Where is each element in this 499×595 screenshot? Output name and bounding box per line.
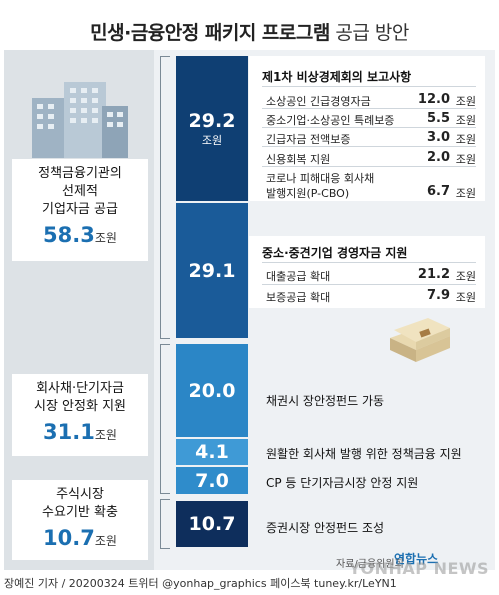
label-policy-finance: 원활한 회사채 발행 위한 정책금융 지원 bbox=[266, 447, 462, 461]
source-credit: 자료/금융위원회 bbox=[336, 559, 404, 570]
item-unit: 조원 bbox=[455, 153, 476, 166]
bar-value-label: 10.7 bbox=[188, 513, 236, 535]
bar-5: 7.0 bbox=[176, 467, 248, 494]
divider bbox=[262, 262, 476, 263]
publisher-logo: 연합뉴스 bbox=[394, 552, 439, 566]
group-total-value: 10.7 bbox=[43, 526, 95, 550]
group-total-unit: 조원 bbox=[94, 534, 117, 548]
infographic: 민생·금융안정 패키지 프로그램 공급 방안 정책금융기관의 선제적 기업자금 … bbox=[4, 4, 495, 578]
group-total-unit: 조원 bbox=[94, 231, 117, 245]
item-label: 코로나 피해대응 회사채 bbox=[266, 172, 375, 185]
bar-value-label: 29.1 bbox=[188, 259, 236, 282]
footer-credit: 장예진 기자 / 20200324 트위터 @yonhap_graphics 페… bbox=[4, 577, 397, 590]
divider bbox=[262, 127, 476, 128]
divider bbox=[262, 86, 476, 87]
item-value: 7.9 bbox=[426, 288, 450, 303]
group-total-value: 31.1 bbox=[43, 420, 95, 444]
item-unit: 조원 bbox=[455, 133, 476, 146]
group-box-bond-market: 회사채·단기자금 시장 안정화 지원 31.1조원 bbox=[12, 374, 148, 456]
group-total: 31.1조원 bbox=[12, 420, 148, 444]
divider bbox=[262, 146, 476, 147]
group-label-line: 정책금융기관의 bbox=[38, 166, 122, 181]
item-unit: 조원 bbox=[455, 187, 476, 200]
bar-6: 10.7 bbox=[176, 501, 248, 547]
title-main: 민생·금융안정 패키지 프로그램 bbox=[90, 22, 330, 44]
divider bbox=[262, 108, 476, 109]
panel-sme-support bbox=[249, 236, 485, 308]
item-label: 소상공인 긴급경영자금 bbox=[266, 95, 371, 108]
bar-3: 20.0 bbox=[176, 344, 248, 437]
group-box-policy-finance: 정책금융기관의 선제적 기업자금 공급 58.3조원 bbox=[12, 159, 148, 261]
cash-stack-icon bbox=[390, 318, 450, 362]
group-total: 58.3조원 bbox=[12, 223, 148, 247]
bar-value-label: 29.2 bbox=[188, 109, 236, 132]
label-bond-fund: 채권시 장안정펀드 가동 bbox=[266, 394, 385, 408]
group-label-line: 선제적 bbox=[62, 184, 98, 199]
group-bracket bbox=[160, 344, 170, 494]
bar-value-label: 20.0 bbox=[188, 379, 236, 402]
item-value: 21.2 bbox=[417, 267, 450, 282]
item-label: 보증공급 확대 bbox=[266, 291, 331, 304]
panel-emergency-report bbox=[249, 56, 485, 201]
group-box-stock-market: 주식시장 수요기반 확충 10.7조원 bbox=[12, 480, 148, 560]
item-label: 신용회복 지원 bbox=[266, 153, 331, 166]
bar-2: 29.1 bbox=[176, 203, 248, 338]
group-total: 10.7조원 bbox=[12, 526, 148, 550]
item-value: 5.5 bbox=[426, 111, 450, 126]
item-unit: 조원 bbox=[455, 95, 476, 108]
watermark: YONHAP NEWS bbox=[349, 559, 490, 578]
group-total-value: 58.3 bbox=[43, 223, 95, 247]
label-cp-support: CP 등 단기자금시장 안정 지원 bbox=[266, 476, 419, 490]
group-bracket bbox=[160, 499, 170, 549]
group-label-line: 시장 안정화 지원 bbox=[34, 399, 126, 414]
item-value: 3.0 bbox=[426, 130, 450, 145]
group-total-unit: 조원 bbox=[94, 428, 117, 442]
group-label-line: 기업자금 공급 bbox=[42, 202, 118, 217]
item-value: 2.0 bbox=[426, 150, 450, 165]
item-unit: 조원 bbox=[455, 114, 476, 127]
group-bracket bbox=[160, 56, 170, 339]
item-label: 중소기업·소상공인 특례보증 bbox=[266, 114, 395, 127]
group-label-line: 주식시장 bbox=[56, 487, 104, 502]
item-unit: 조원 bbox=[455, 291, 476, 304]
panel-title: 중소·중견기업 경영자금 지원 bbox=[262, 246, 408, 260]
divider bbox=[262, 284, 476, 285]
item-label: 긴급자금 전액보증 bbox=[266, 133, 351, 146]
item-value: 6.7 bbox=[426, 184, 450, 199]
bar-1: 29.2 조원 bbox=[176, 56, 248, 201]
bar-value-label: 4.1 bbox=[195, 441, 229, 463]
panel-title: 제1차 비상경제회의 보고사항 bbox=[262, 70, 412, 84]
building-icon bbox=[32, 82, 128, 158]
divider bbox=[262, 166, 476, 167]
page-title: 민생·금융안정 패키지 프로그램 공급 방안 bbox=[4, 18, 495, 45]
label-stock-fund: 증권시장 안정펀드 조성 bbox=[266, 521, 385, 535]
bar-4: 4.1 bbox=[176, 439, 248, 465]
item-label: 발행지원(P-CBO) bbox=[266, 187, 350, 200]
group-label-line: 회사채·단기자금 bbox=[36, 381, 124, 396]
title-sub: 공급 방안 bbox=[335, 22, 409, 44]
item-value: 12.0 bbox=[417, 92, 450, 107]
bar-unit-label: 조원 bbox=[201, 133, 223, 147]
bar-value-label: 7.0 bbox=[195, 469, 229, 492]
item-unit: 조원 bbox=[455, 270, 476, 283]
group-label-line: 수요기반 확충 bbox=[42, 505, 118, 520]
item-label: 대출공급 확대 bbox=[266, 270, 331, 283]
